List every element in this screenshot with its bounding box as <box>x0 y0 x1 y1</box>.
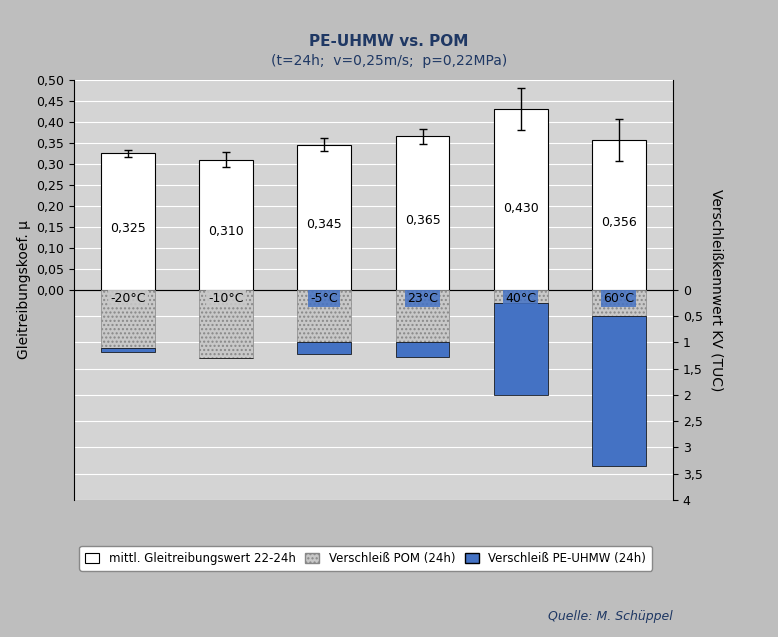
Bar <box>101 290 155 348</box>
Bar <box>592 140 646 290</box>
Bar <box>592 290 646 316</box>
Y-axis label: Gleitreibungskoef. μ: Gleitreibungskoef. μ <box>16 220 30 359</box>
Bar <box>297 145 352 290</box>
Bar <box>494 109 548 290</box>
Legend: mittl. Gleitreibungswert 22-24h, Verschleiß POM (24h), Verschleiß PE-UHMW (24h): mittl. Gleitreibungswert 22-24h, Verschl… <box>79 546 652 571</box>
Text: 40°C: 40°C <box>505 292 536 305</box>
Text: 60°C: 60°C <box>603 292 634 305</box>
Bar <box>199 290 253 358</box>
Bar <box>101 154 155 290</box>
Bar <box>395 343 450 357</box>
Text: 0,356: 0,356 <box>601 216 636 229</box>
Bar <box>199 159 253 290</box>
Bar <box>297 343 352 354</box>
Text: 0,430: 0,430 <box>503 202 538 215</box>
Text: 0,345: 0,345 <box>307 218 342 231</box>
Text: PE-UHMW vs. POM: PE-UHMW vs. POM <box>310 34 468 49</box>
Text: Quelle: M. Schüppel: Quelle: M. Schüppel <box>548 610 673 623</box>
Text: 0,310: 0,310 <box>209 225 244 238</box>
Text: -5°C: -5°C <box>310 292 338 305</box>
Text: (t=24h;  v=0,25m/s;  p=0,22MPa): (t=24h; v=0,25m/s; p=0,22MPa) <box>271 54 507 68</box>
Bar <box>395 136 450 290</box>
Bar <box>494 290 548 303</box>
Text: -20°C: -20°C <box>110 292 145 305</box>
Y-axis label: Verschleißkennwert KV (TUC): Verschleißkennwert KV (TUC) <box>710 189 724 391</box>
Bar <box>101 348 155 352</box>
Text: -10°C: -10°C <box>209 292 244 305</box>
Text: 0,365: 0,365 <box>405 214 440 227</box>
Bar <box>297 290 352 343</box>
Text: 23°C: 23°C <box>407 292 438 305</box>
Bar <box>395 290 450 343</box>
Bar <box>592 316 646 466</box>
Text: 0,325: 0,325 <box>110 222 146 235</box>
Bar <box>494 303 548 395</box>
